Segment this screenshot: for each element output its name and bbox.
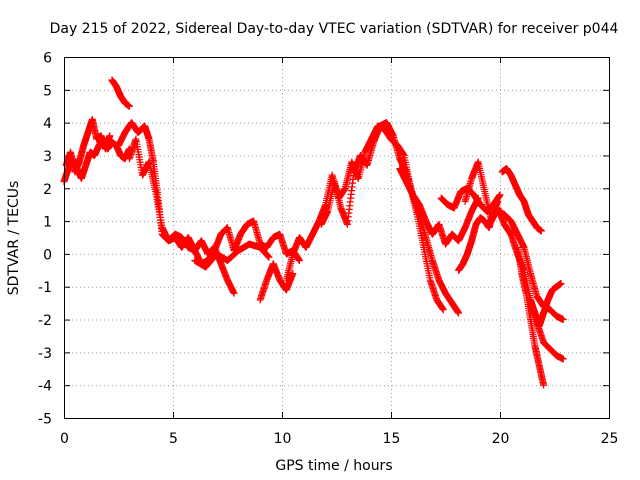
data-point bbox=[494, 197, 502, 205]
y-tick-label: -1 bbox=[38, 280, 52, 296]
chart-title: Day 215 of 2022, Sidereal Day-to-day VTE… bbox=[50, 21, 619, 37]
data-point bbox=[295, 256, 303, 264]
series-arc-g bbox=[256, 260, 297, 304]
axis-ticks bbox=[64, 57, 610, 419]
y-axis-label: SDTVAR / TECUs bbox=[6, 181, 22, 296]
data-point bbox=[540, 381, 548, 389]
x-tick-label: 10 bbox=[274, 431, 292, 447]
y-tick-label: 6 bbox=[43, 51, 52, 67]
data-point bbox=[289, 270, 297, 278]
data-point bbox=[230, 289, 238, 297]
data-point bbox=[455, 309, 463, 317]
series-arc-q bbox=[527, 279, 565, 330]
data-point bbox=[265, 253, 273, 261]
y-tick-label: -2 bbox=[38, 313, 52, 329]
plot-frame bbox=[64, 57, 610, 419]
y-tick-label: -4 bbox=[38, 379, 52, 395]
series-arc-f bbox=[191, 240, 273, 271]
x-tick-labels: 0 5 10 15 20 25 bbox=[60, 431, 618, 447]
series-arc-c bbox=[108, 76, 133, 110]
data-point bbox=[557, 279, 565, 287]
x-tick-label: 20 bbox=[492, 431, 510, 447]
x-tick-label: 5 bbox=[169, 431, 178, 447]
series-arc-e bbox=[125, 135, 303, 268]
y-tick-label: 3 bbox=[43, 149, 52, 165]
x-tick-label: 25 bbox=[601, 431, 619, 447]
data-point bbox=[106, 132, 114, 140]
y-tick-label: -3 bbox=[38, 346, 52, 362]
y-tick-label: 1 bbox=[43, 215, 52, 231]
x-axis-label: GPS time / hours bbox=[275, 458, 392, 474]
y-tick-label: 2 bbox=[43, 182, 52, 198]
y-tick-label: -5 bbox=[38, 412, 52, 428]
x-tick-label: 0 bbox=[60, 431, 69, 447]
series-arc-p bbox=[513, 243, 548, 389]
data-points bbox=[60, 76, 567, 389]
series-arc-j bbox=[396, 165, 463, 317]
series-arc-n bbox=[498, 165, 545, 235]
data-point bbox=[537, 227, 545, 235]
series-arc-b bbox=[62, 115, 114, 176]
data-point bbox=[264, 252, 272, 260]
data-point bbox=[559, 316, 567, 324]
y-tick-label: 4 bbox=[43, 116, 52, 132]
data-point bbox=[559, 355, 567, 363]
x-tick-label: 15 bbox=[383, 431, 401, 447]
data-point bbox=[439, 306, 447, 314]
data-point bbox=[125, 102, 133, 110]
y-tick-label: 0 bbox=[43, 247, 52, 263]
series-arc-i bbox=[317, 119, 482, 248]
series-arc-m bbox=[455, 197, 502, 274]
y-tick-labels: -5 -4 -3 -2 -1 0 1 2 3 4 5 6 bbox=[38, 51, 52, 428]
data-point bbox=[496, 191, 504, 199]
data-point bbox=[264, 252, 272, 260]
y-tick-label: 5 bbox=[43, 83, 52, 99]
grid bbox=[64, 57, 609, 418]
